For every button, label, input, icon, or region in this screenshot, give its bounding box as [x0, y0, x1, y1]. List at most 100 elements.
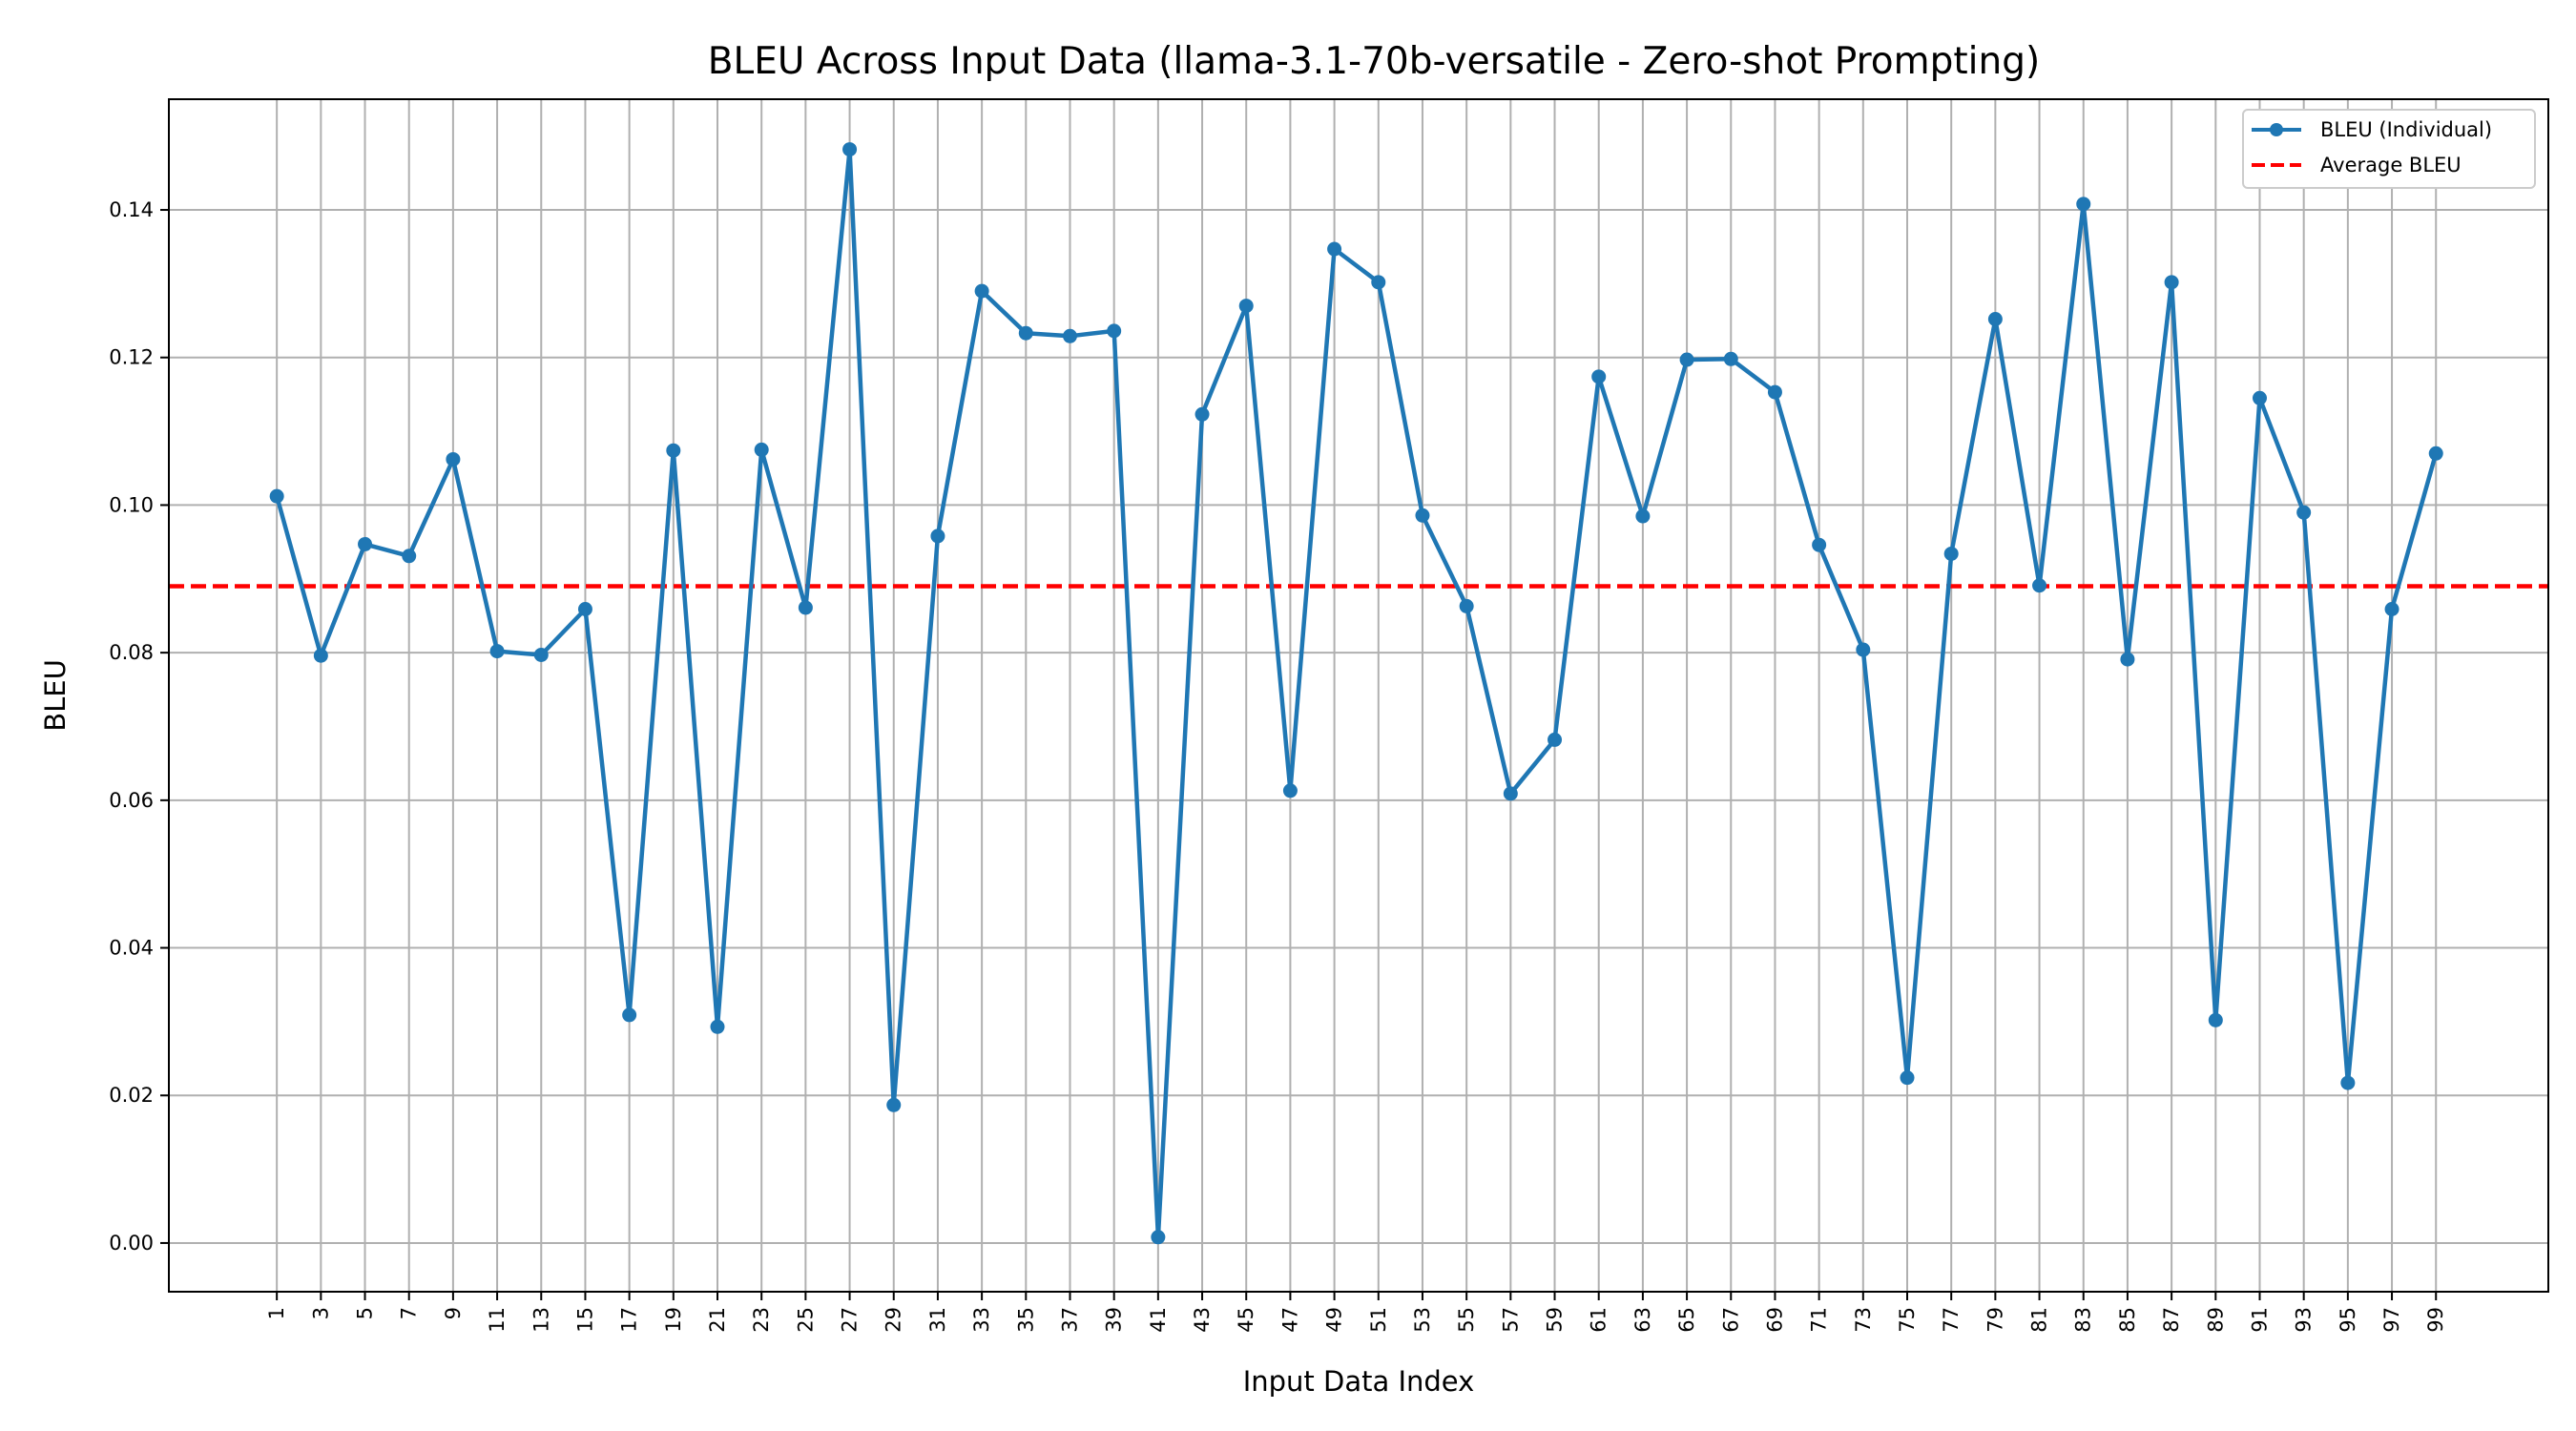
- data-point: [1723, 351, 1738, 366]
- x-tick-label: 71: [1808, 1307, 1831, 1333]
- x-tick-label: 65: [1675, 1307, 1698, 1333]
- data-point: [710, 1019, 725, 1034]
- x-tick-label: 47: [1278, 1307, 1301, 1333]
- data-point: [2340, 1075, 2356, 1090]
- legend-label-average: Average BLEU: [2320, 154, 2462, 176]
- x-tick-label: 99: [2424, 1307, 2447, 1333]
- legend-label-individual: BLEU (Individual): [2320, 118, 2492, 141]
- data-point: [1238, 299, 1254, 314]
- y-tick-label: 0.08: [109, 641, 154, 664]
- x-axis-label: Input Data Index: [1243, 1365, 1475, 1398]
- x-tick-label: 75: [1896, 1307, 1919, 1333]
- data-point: [1900, 1070, 1915, 1086]
- x-tick-label: 91: [2248, 1307, 2271, 1333]
- x-tick-label: 55: [1455, 1307, 1478, 1333]
- data-point: [1371, 275, 1386, 290]
- data-point: [754, 442, 769, 457]
- x-tick-label: 59: [1544, 1307, 1567, 1333]
- data-point: [313, 648, 328, 663]
- data-point: [2428, 446, 2443, 461]
- y-axis: 0.00 0.02 0.04 0.06 0.08 0.10 0.12 0.14: [109, 198, 169, 1255]
- data-point: [1062, 328, 1077, 343]
- x-axis: 1 3 5 7 9 11 13 15 17 19 21 23 25 27 29 31 33 35 37 39 41 43 4…: [265, 1292, 2447, 1333]
- x-tick-label: 49: [1323, 1307, 1346, 1333]
- y-tick-label: 0.12: [109, 346, 154, 369]
- data-point: [1767, 384, 1782, 400]
- x-tick-label: 1: [265, 1307, 288, 1319]
- x-tick-label: 41: [1147, 1307, 1170, 1333]
- data-point: [1943, 546, 1959, 561]
- x-tick-label: 93: [2293, 1307, 2316, 1333]
- x-tick-label: 61: [1588, 1307, 1610, 1333]
- data-point: [1195, 406, 1210, 422]
- x-tick-label: 25: [794, 1307, 817, 1333]
- data-point: [2120, 652, 2135, 667]
- data-point: [533, 647, 549, 662]
- y-tick-label: 0.02: [109, 1084, 154, 1107]
- data-point: [1812, 537, 1827, 552]
- data-point: [886, 1097, 902, 1112]
- x-tick-label: 33: [970, 1307, 993, 1333]
- x-tick-label: 81: [2028, 1307, 2051, 1333]
- x-tick-label: 83: [2072, 1307, 2095, 1333]
- data-point: [2032, 578, 2047, 593]
- x-tick-label: 87: [2160, 1307, 2183, 1333]
- data-point: [2164, 275, 2179, 290]
- x-tick-label: 97: [2380, 1307, 2403, 1333]
- x-tick-label: 79: [1984, 1307, 2006, 1333]
- x-tick-label: 85: [2116, 1307, 2139, 1333]
- data-point: [666, 443, 681, 458]
- y-tick-label: 0.10: [109, 493, 154, 516]
- data-point: [446, 451, 461, 467]
- x-tick-label: 31: [926, 1307, 949, 1333]
- x-tick-label: 69: [1763, 1307, 1786, 1333]
- data-point: [1107, 323, 1122, 339]
- x-tick-label: 27: [839, 1307, 862, 1333]
- x-tick-label: 95: [2337, 1307, 2359, 1333]
- x-tick-label: 5: [354, 1307, 377, 1319]
- data-point: [1018, 325, 1033, 341]
- data-point: [974, 283, 989, 299]
- data-point: [1548, 732, 1563, 747]
- x-tick-label: 89: [2204, 1307, 2227, 1333]
- x-tick-label: 13: [530, 1307, 552, 1333]
- data-point: [402, 549, 417, 564]
- y-axis-label: BLEU: [39, 659, 72, 732]
- data-point: [622, 1007, 637, 1023]
- bleu-individual-line: [275, 147, 2439, 1240]
- x-tick-label: 45: [1235, 1307, 1257, 1333]
- x-tick-label: 51: [1367, 1307, 1390, 1333]
- data-point: [1327, 241, 1342, 257]
- data-point: [1856, 642, 1871, 657]
- x-tick-label: 29: [883, 1307, 905, 1333]
- data-point: [1987, 312, 2003, 327]
- data-point: [1282, 783, 1298, 798]
- x-tick-label: 53: [1411, 1307, 1434, 1333]
- x-tick-label: 15: [573, 1307, 596, 1333]
- data-point: [269, 488, 284, 504]
- x-tick-label: 57: [1499, 1307, 1522, 1333]
- x-tick-label: 23: [750, 1307, 773, 1333]
- data-point: [2296, 505, 2312, 520]
- y-tick-label: 0.04: [109, 937, 154, 960]
- data-point: [1151, 1230, 1166, 1245]
- data-point: [1635, 508, 1651, 524]
- x-tick-label: 77: [1940, 1307, 1963, 1333]
- data-point: [2208, 1012, 2223, 1027]
- x-tick-label: 11: [486, 1307, 509, 1333]
- data-point: [577, 601, 592, 616]
- data-point: [2384, 601, 2399, 616]
- x-tick-label: 7: [398, 1307, 421, 1319]
- data-point: [842, 142, 858, 157]
- grid: [169, 99, 2548, 1292]
- data-point: [2252, 390, 2267, 405]
- x-tick-label: 43: [1191, 1307, 1214, 1333]
- data-point: [1415, 508, 1430, 523]
- plot-area: [169, 142, 2548, 1245]
- x-tick-label: 63: [1631, 1307, 1654, 1333]
- data-point: [489, 644, 505, 659]
- x-tick-label: 9: [442, 1307, 465, 1319]
- x-tick-label: 39: [1103, 1307, 1126, 1333]
- data-point: [1459, 598, 1474, 613]
